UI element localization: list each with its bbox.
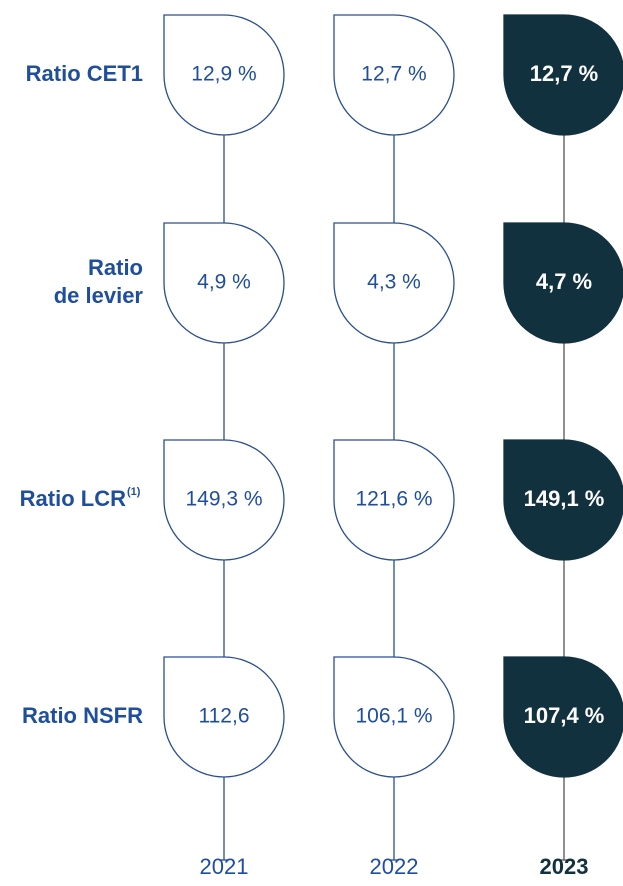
row-label: de levier: [54, 283, 144, 308]
value: 149,3 %: [185, 488, 262, 511]
drop-shape: [503, 439, 623, 561]
row-label: Ratio: [88, 255, 143, 280]
drop-shape: [503, 222, 623, 344]
drop-shape: [333, 14, 455, 136]
footnote-mark: (1): [127, 486, 141, 498]
year-label: 2022: [370, 854, 419, 879]
drop-shape: [163, 656, 285, 778]
drop-shape: [503, 14, 623, 136]
value: 112,6: [199, 705, 250, 728]
value: 121,6 %: [355, 488, 432, 511]
value: 107,4 %: [524, 703, 605, 728]
row-label: Ratio CET1: [26, 61, 143, 86]
year-label: 2021: [200, 854, 249, 879]
drop-shape: [163, 222, 285, 344]
drop-shape: [333, 222, 455, 344]
value: 12,9 %: [191, 63, 256, 86]
value: 149,1 %: [524, 486, 605, 511]
value: 4,9 %: [197, 271, 251, 294]
drop-shape: [163, 439, 285, 561]
value: 4,7 %: [536, 269, 592, 294]
drop-shape: [333, 656, 455, 778]
value: 4,3 %: [367, 271, 421, 294]
drop-shape: [503, 656, 623, 778]
row-label: Ratio LCR: [20, 486, 126, 511]
drop-shape: [333, 439, 455, 561]
value: 12,7 %: [530, 61, 599, 86]
drop-shape: [163, 14, 285, 136]
value: 106,1 %: [355, 705, 432, 728]
value: 12,7 %: [361, 63, 426, 86]
year-label: 2023: [540, 854, 589, 879]
row-label: Ratio NSFR: [22, 703, 143, 728]
